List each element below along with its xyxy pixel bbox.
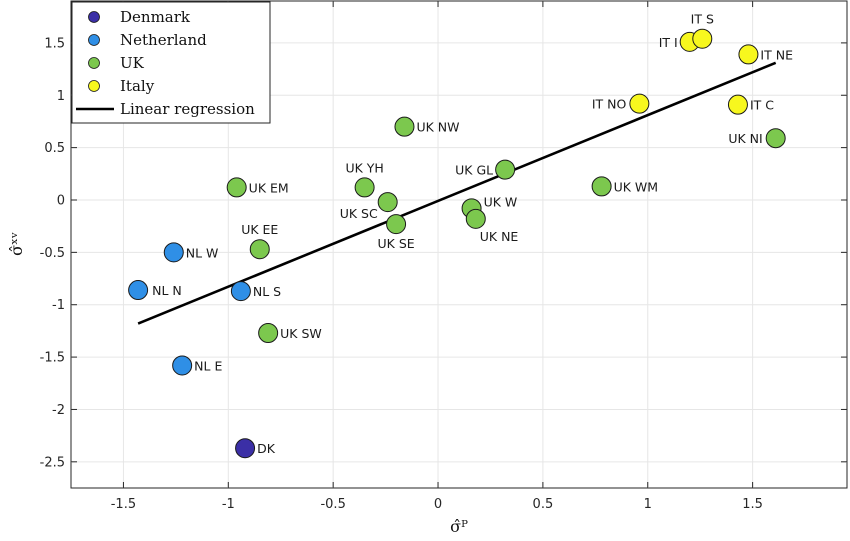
y-tick-label: -1 bbox=[52, 298, 65, 313]
x-tick-label: 1 bbox=[644, 497, 652, 512]
legend-label-italy: Italy bbox=[120, 77, 155, 95]
y-tick-label: -0.5 bbox=[40, 246, 65, 261]
regression-line-group bbox=[137, 61, 777, 325]
x-tick-label: -0.5 bbox=[320, 497, 345, 512]
point-label-uk-ni: UK NI bbox=[728, 131, 762, 146]
x-tick-label: 1.5 bbox=[742, 497, 763, 512]
point-it-no bbox=[629, 93, 650, 114]
y-tick-label: -2 bbox=[52, 403, 65, 418]
point-labels: DK NL W NL N NL S NL E UK EM UK EE UK SW UK YH UK… bbox=[152, 12, 793, 456]
x-tick-label: 0.5 bbox=[533, 497, 554, 512]
point-label-uk-gl: UK GL bbox=[455, 163, 493, 178]
point-it-ne bbox=[738, 44, 759, 65]
point-label-uk-sc: UK SC bbox=[340, 206, 378, 221]
point-label-uk-ee: UK EE bbox=[241, 222, 278, 237]
point-it-c bbox=[727, 94, 748, 115]
point-uk-sw bbox=[258, 322, 279, 343]
point-label-it-ne: IT NE bbox=[760, 47, 793, 62]
point-uk-sc bbox=[377, 192, 398, 213]
x-tick-label: 0 bbox=[434, 497, 442, 512]
point-uk-nw bbox=[394, 116, 415, 137]
point-it-s bbox=[692, 28, 713, 49]
point-label-uk-sw: UK SW bbox=[280, 326, 322, 341]
point-nl-s bbox=[230, 281, 251, 302]
point-label-it-s: IT S bbox=[691, 12, 714, 27]
point-label-uk-w: UK W bbox=[484, 194, 518, 209]
point-label-uk-em: UK EM bbox=[249, 180, 289, 195]
x-tick-label: -1 bbox=[222, 497, 235, 512]
y-tick-label: 0.5 bbox=[44, 141, 65, 156]
point-uk-ni bbox=[765, 128, 786, 149]
point-nl-e bbox=[172, 355, 193, 376]
point-uk-yh bbox=[354, 177, 375, 198]
legend-box bbox=[71, 1, 271, 124]
point-uk-gl bbox=[495, 159, 516, 180]
point-uk-se bbox=[386, 214, 407, 235]
point-label-nl-n: NL N bbox=[152, 283, 182, 298]
data-points bbox=[128, 28, 786, 459]
legend-marker-uk bbox=[88, 57, 100, 69]
point-label-uk-se: UK SE bbox=[378, 236, 415, 251]
point-label-dk: DK bbox=[257, 441, 276, 456]
legend-marker-italy bbox=[88, 80, 100, 92]
x-tick-label: -1.5 bbox=[111, 497, 136, 512]
legend-label-denmark: Denmark bbox=[120, 8, 191, 26]
point-label-nl-w: NL W bbox=[186, 245, 219, 260]
point-label-nl-s: NL S bbox=[253, 284, 281, 299]
legend: Denmark Netherland UK Italy Linear regressio… bbox=[71, 1, 271, 124]
y-axis-label: σ̂ˣᵛ bbox=[7, 232, 26, 256]
y-tick-label: 0 bbox=[57, 193, 65, 208]
point-uk-ne bbox=[465, 208, 486, 229]
legend-label-uk: UK bbox=[120, 54, 145, 72]
point-label-nl-e: NL E bbox=[194, 358, 222, 373]
point-label-it-no: IT NO bbox=[592, 97, 627, 112]
point-label-it-c: IT C bbox=[750, 98, 774, 113]
point-label-uk-nw: UK NW bbox=[416, 120, 459, 135]
y-tick-label: -2.5 bbox=[40, 455, 65, 470]
point-uk-em bbox=[226, 177, 247, 198]
point-label-it-i: IT I bbox=[659, 35, 678, 50]
point-label-uk-yh: UK YH bbox=[345, 160, 383, 175]
x-axis-label: σ̂ᴾ bbox=[450, 517, 468, 536]
point-nl-n bbox=[128, 280, 149, 301]
legend-marker-netherland bbox=[88, 34, 100, 46]
point-dk bbox=[235, 438, 256, 459]
point-label-uk-wm: UK WM bbox=[614, 179, 658, 194]
y-tick-label: -1.5 bbox=[40, 351, 65, 366]
legend-label-linear-regression: Linear regression bbox=[120, 100, 255, 118]
axis-ticks: -1.5 -1 -0.5 0 0.5 1 1.5 -2.5 -2 -1.5 -1 -0.5 0 0.5 1 1… bbox=[40, 1, 847, 512]
point-label-uk-ne: UK NE bbox=[480, 229, 519, 244]
legend-label-netherland: Netherland bbox=[120, 31, 207, 49]
y-tick-label: 1 bbox=[57, 89, 65, 104]
regression-line bbox=[137, 61, 777, 325]
point-uk-wm bbox=[591, 176, 612, 197]
point-nl-w bbox=[163, 242, 184, 263]
point-uk-ee bbox=[249, 239, 270, 260]
y-tick-label: 1.5 bbox=[44, 36, 65, 51]
grid-lines bbox=[71, 1, 847, 488]
legend-marker-denmark bbox=[88, 11, 100, 23]
